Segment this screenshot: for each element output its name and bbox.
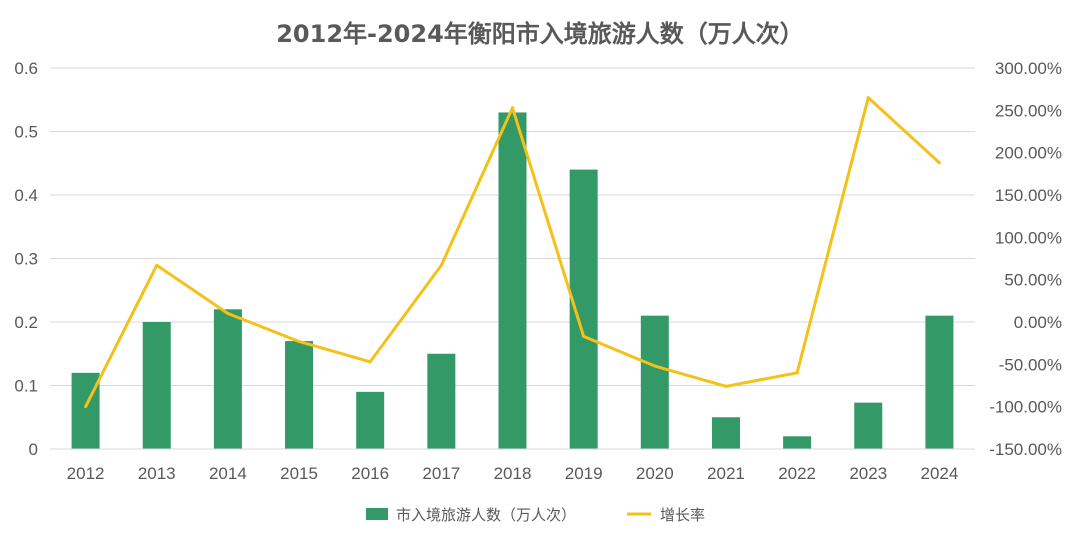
- x-tick-label: 2023: [849, 464, 887, 483]
- chart-title: 2012年-2024年衡阳市入境旅游人数（万人次）: [276, 20, 804, 48]
- x-tick-label: 2013: [138, 464, 176, 483]
- right-tick-label: 50.00%: [1004, 271, 1062, 290]
- right-tick-label: 0.00%: [1014, 313, 1062, 332]
- right-axis: -150.00% -100.00% -50.00% 0.00% 50.00% 100.00…: [989, 59, 1062, 459]
- line-point: [653, 364, 657, 368]
- bar: [142, 322, 171, 449]
- left-tick-label: 0.1: [14, 377, 38, 396]
- legend-bar-swatch: [366, 508, 388, 520]
- bar: [356, 391, 385, 449]
- left-tick-label: 0.6: [14, 59, 38, 78]
- line-point: [155, 263, 159, 267]
- left-axis: 0 0.1 0.2 0.3 0.4 0.5 0.6: [14, 59, 38, 459]
- line-series: [84, 96, 941, 409]
- x-tick-label: 2018: [494, 464, 532, 483]
- x-tick-label: 2019: [565, 464, 603, 483]
- bar: [640, 315, 669, 449]
- right-tick-label: 100.00%: [995, 228, 1062, 247]
- left-tick-label: 0.3: [14, 250, 38, 269]
- legend: 市入境旅游人数（万人次） 增长率: [366, 506, 705, 524]
- bar: [498, 112, 527, 449]
- right-tick-label: -50.00%: [999, 355, 1062, 374]
- x-tick-label: 2017: [422, 464, 460, 483]
- line-point: [724, 384, 728, 388]
- x-tick-label: 2021: [707, 464, 745, 483]
- bar-series: [71, 112, 954, 449]
- bar: [783, 436, 812, 449]
- line-point: [937, 161, 941, 165]
- line-point: [439, 263, 443, 267]
- line-point: [582, 334, 586, 338]
- x-axis: 2012 2013 2014 2015 2016 2017 2018 2019 2020 2021…: [50, 448, 975, 483]
- bar: [854, 402, 883, 449]
- bar: [711, 417, 740, 449]
- x-tick-label: 2014: [209, 464, 247, 483]
- right-tick-label: -150.00%: [989, 440, 1062, 459]
- x-tick-label: 2015: [280, 464, 318, 483]
- x-tick-label: 2022: [778, 464, 816, 483]
- left-tick-label: 0: [29, 440, 38, 459]
- line-point: [84, 405, 88, 409]
- legend-line-label: 增长率: [660, 506, 705, 524]
- right-tick-label: 250.00%: [995, 101, 1062, 120]
- x-tick-label: 2016: [351, 464, 389, 483]
- left-tick-label: 0.5: [14, 123, 38, 142]
- x-tick-label: 2024: [921, 464, 959, 483]
- bar: [427, 353, 456, 449]
- bar: [285, 341, 314, 449]
- line-point: [866, 96, 870, 100]
- line-point: [795, 371, 799, 375]
- line-point: [297, 339, 301, 343]
- right-tick-label: 150.00%: [995, 186, 1062, 205]
- bar: [925, 315, 954, 449]
- x-tick-label: 2012: [67, 464, 105, 483]
- legend-bar-label: 市入境旅游人数（万人次）: [396, 506, 576, 524]
- line-point: [368, 360, 372, 364]
- left-tick-label: 0.4: [14, 186, 38, 205]
- left-tick-label: 0.2: [14, 313, 38, 332]
- x-tick-label: 2020: [636, 464, 674, 483]
- line-point: [511, 106, 514, 110]
- right-tick-label: -100.00%: [989, 398, 1062, 417]
- right-tick-label: 300.00%: [995, 59, 1062, 78]
- right-tick-label: 200.00%: [995, 144, 1062, 163]
- bar: [213, 309, 242, 449]
- line-point: [226, 312, 230, 316]
